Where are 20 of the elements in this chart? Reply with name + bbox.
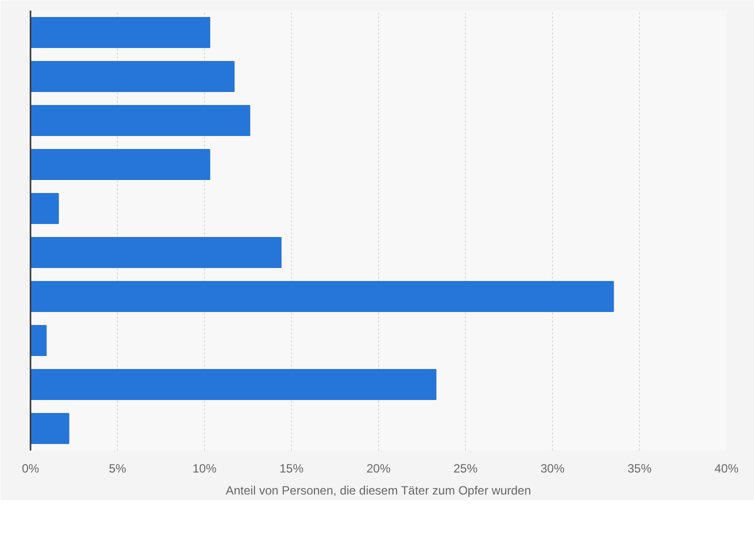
bar	[30, 237, 282, 268]
bar	[30, 105, 250, 136]
bar	[30, 369, 436, 400]
bar	[30, 149, 210, 180]
x-tick-label: 0%	[22, 462, 40, 476]
x-tick-label: 10%	[192, 462, 217, 476]
bar	[30, 281, 614, 312]
bar	[30, 61, 235, 92]
x-tick-label: 35%	[627, 462, 652, 476]
bar	[30, 413, 70, 444]
bar	[30, 17, 210, 48]
x-tick-label: 25%	[453, 462, 478, 476]
bar	[30, 193, 59, 224]
x-tick-label: 5%	[108, 462, 126, 476]
x-axis-title: Anteil von Personen, die diesem Täter zum Opfer wurden	[226, 484, 532, 498]
x-tick-label: 20%	[366, 462, 391, 476]
x-tick-label: 15%	[279, 462, 304, 476]
x-tick-label: 40%	[714, 462, 739, 476]
x-tick-label: 30%	[540, 462, 565, 476]
bar	[30, 325, 47, 356]
